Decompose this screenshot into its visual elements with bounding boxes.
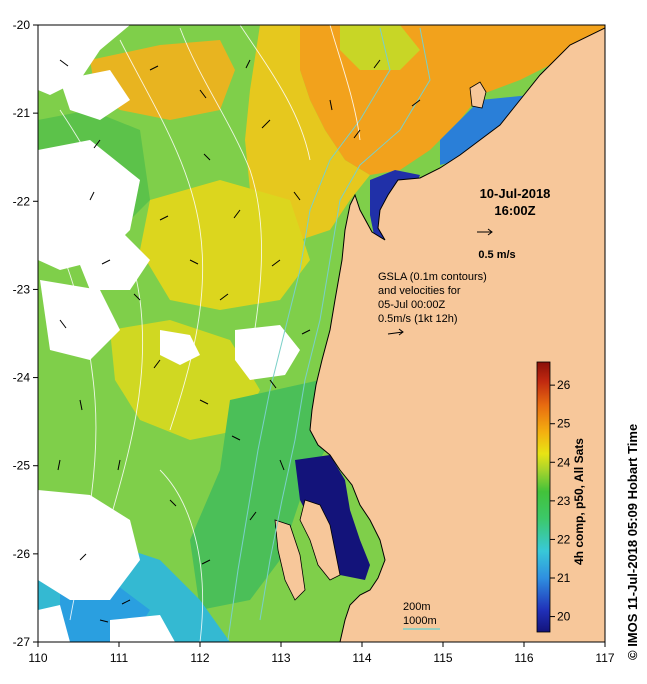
- x-tick-label: 113: [271, 651, 290, 665]
- velocity-arrows: [57, 59, 421, 623]
- gsla-line-1: GSLA (0.1m contours): [378, 271, 487, 283]
- land-shark-bay-peninsula: [299, 499, 341, 581]
- cloud-cw: [40, 280, 120, 360]
- colorbar-tick-label: 20: [557, 610, 571, 624]
- y-tick-label: -24: [13, 371, 31, 385]
- time-label-text: 16:00Z: [494, 203, 535, 218]
- x-tick-label: 116: [514, 651, 533, 665]
- colorbar-tick-label: 24: [557, 455, 571, 469]
- gsla-contours: [38, 25, 361, 642]
- scale-label: 0.5 m/s: [478, 249, 515, 261]
- map-plot-area: [38, 25, 605, 642]
- cloud-mid2: [160, 330, 200, 365]
- gsla-line-4: 0.5m/s (1kt 12h): [378, 313, 457, 325]
- colorbar-tick-label: 25: [557, 417, 571, 431]
- gsla-arrow-icon: [387, 328, 404, 336]
- y-tick-label: -25: [13, 459, 31, 473]
- x-tick-label: 117: [595, 651, 614, 665]
- colorbar-tick-label: 23: [557, 494, 571, 508]
- cloud-sw2: [38, 605, 70, 642]
- y-tick-label: -27: [13, 635, 31, 649]
- sst-yellow-central: [140, 180, 310, 310]
- land-barrow-island: [469, 81, 487, 109]
- y-axis: -20 -21 -22 -23 -24 -25 -26 -27: [13, 18, 38, 649]
- contour-1000m: [227, 27, 391, 641]
- y-tick-label: -22: [13, 194, 31, 208]
- y-tick-label: -21: [13, 106, 31, 120]
- depth-contours: [227, 27, 431, 641]
- date-label: 10-Jul-2018: [480, 186, 551, 201]
- scale-arrow-icon: [477, 228, 493, 236]
- sst-yellow-n2: [340, 25, 420, 70]
- colorbar-tick-label: 26: [557, 378, 571, 392]
- cold-water-shark-bay: [295, 455, 370, 580]
- cloud-sw: [38, 490, 140, 600]
- contour-200m: [259, 27, 431, 621]
- x-tick-label: 114: [352, 651, 371, 665]
- cloud-n: [60, 70, 130, 120]
- colorbar-tick-label: 22: [557, 532, 571, 546]
- colorbar-gradient: [536, 361, 551, 633]
- y-tick-label: -23: [13, 282, 31, 296]
- colorbar-tick-label: 21: [557, 571, 571, 585]
- depth-label-1000m: 1000m: [403, 615, 437, 627]
- sst-yellow-north: [245, 25, 370, 240]
- gsla-line-2: and velocities for: [378, 285, 461, 297]
- gsla-line-3: 05-Jul 00:00Z: [378, 299, 446, 311]
- cloud-s: [110, 615, 175, 642]
- plot-frame: [37, 24, 606, 643]
- y-tick-label: -20: [13, 18, 31, 32]
- land-dirk-hartog: [274, 519, 306, 601]
- land-western-australia: [309, 27, 605, 642]
- x-tick-label: 111: [110, 651, 129, 665]
- x-tick-label: 110: [28, 651, 47, 665]
- cold-water-exmouth: [440, 95, 530, 165]
- x-tick-label: 115: [433, 651, 452, 665]
- cloud-mid: [235, 325, 300, 380]
- cloud-nw: [38, 25, 130, 95]
- sst-field: [38, 25, 605, 642]
- colorbar-label: 4h comp, p50, All Sats: [572, 438, 586, 565]
- colorbar: 26 25 24 23 22 21 20 4h comp, p50, All Sats: [536, 361, 586, 633]
- x-tick-label: 112: [190, 651, 209, 665]
- imos-credit: © IMOS 11-Jul-2018 05:09 Hobart Time: [625, 424, 640, 660]
- x-axis: 110 111 112 113 114 115 116 117: [28, 642, 615, 665]
- depth-label-200m: 200m: [403, 601, 431, 613]
- colorbar-ticks: 26 25 24 23 22 21 20: [550, 378, 571, 624]
- y-tick-label: -26: [13, 547, 31, 561]
